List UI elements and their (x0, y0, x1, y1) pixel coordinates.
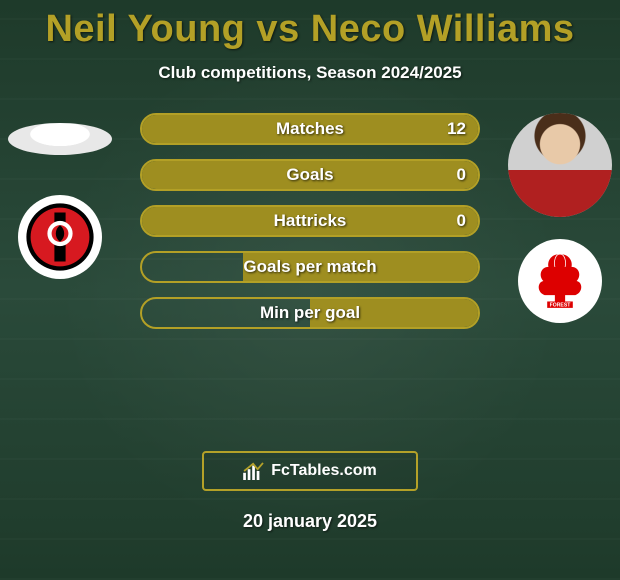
stats-list: Matches 12 Goals 0 Hattricks 0 Goals per match… (140, 113, 480, 329)
stat-row: Min per goal (140, 297, 480, 329)
stat-value-right: 12 (447, 119, 466, 139)
forest-icon: FOREST (528, 249, 592, 313)
stat-label: Goals per match (243, 257, 376, 277)
date-label: 20 january 2025 (0, 511, 620, 532)
player-left-avatar (8, 123, 112, 155)
stat-row: Hattricks 0 (140, 205, 480, 237)
club-right-logo: FOREST (518, 239, 602, 323)
player-left-column (0, 113, 120, 279)
comparison-panel: FOREST Matches 12 Goals 0 Hattricks 0 Goals pe… (0, 113, 620, 433)
brand-badge: FcTables.com (202, 451, 418, 491)
page-title: Neil Young vs Neco Williams (0, 0, 620, 51)
subtitle: Club competitions, Season 2024/2025 (0, 63, 620, 83)
club-left-logo (18, 195, 102, 279)
stat-label: Matches (276, 119, 344, 139)
stat-value-right: 0 (457, 165, 466, 185)
brand-label: FcTables.com (271, 462, 377, 480)
svg-text:FOREST: FOREST (550, 303, 572, 309)
stat-row: Goals 0 (140, 159, 480, 191)
chart-icon (243, 462, 265, 480)
stat-label: Goals (286, 165, 333, 185)
player-right-column: FOREST (500, 113, 620, 323)
player-right-avatar (508, 113, 612, 217)
bournemouth-icon (25, 202, 95, 272)
stat-label: Min per goal (260, 303, 360, 323)
stat-label: Hattricks (274, 211, 347, 231)
stat-row: Goals per match (140, 251, 480, 283)
stat-value-right: 0 (457, 211, 466, 231)
stat-row: Matches 12 (140, 113, 480, 145)
